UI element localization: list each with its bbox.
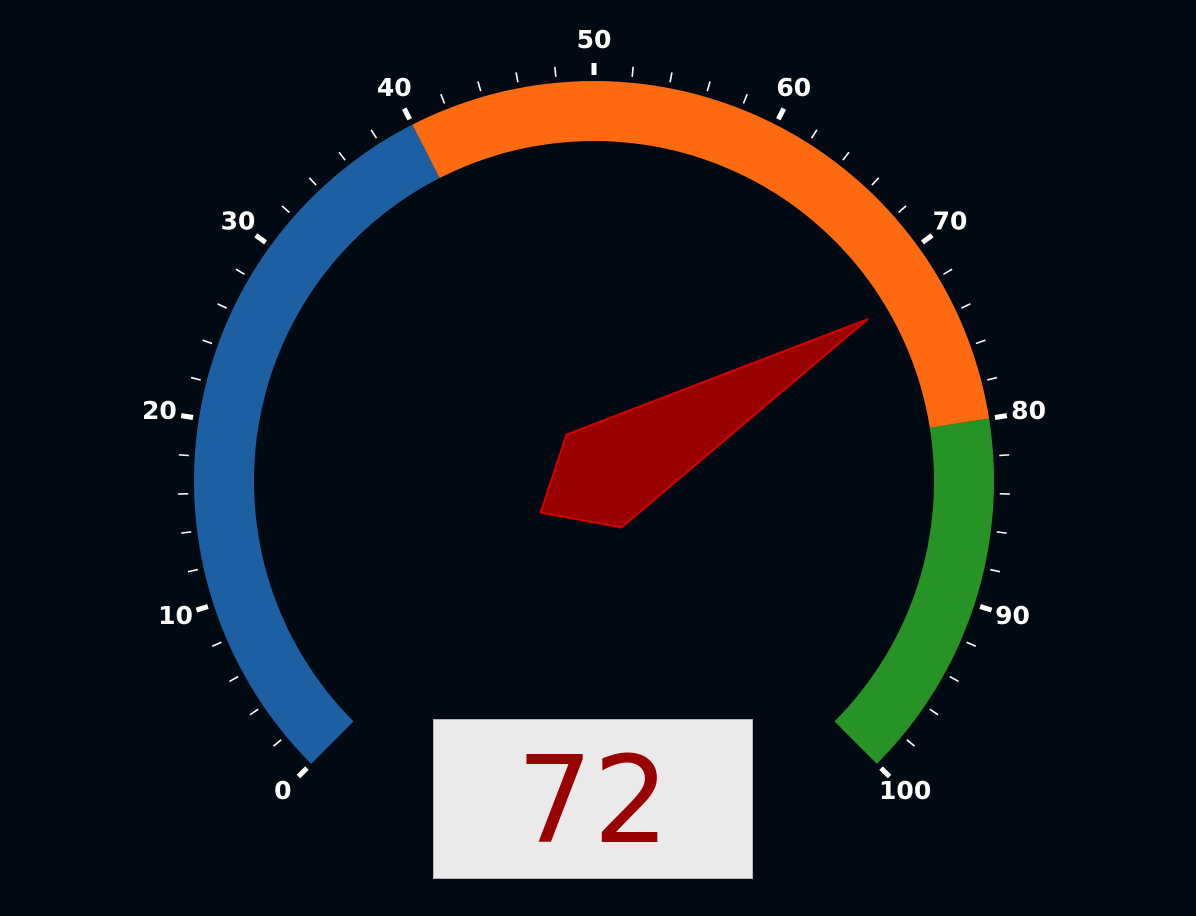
- major-tick-90: [979, 604, 993, 613]
- minor-tick-34: [308, 177, 317, 186]
- minor-tick-72: [943, 268, 953, 276]
- major-tick-40: [402, 107, 412, 121]
- minor-tick-98: [906, 739, 916, 747]
- minor-tick-52: [631, 66, 634, 77]
- tick-label-100: 100: [879, 776, 931, 805]
- gauge-tick-labels: 0 10 20 30 40 50 60 70 80 90 100: [142, 25, 1046, 805]
- major-tick-0: [296, 766, 309, 779]
- gauge-band-3: [834, 418, 994, 764]
- minor-tick-28: [235, 268, 245, 276]
- minor-tick-12: [187, 568, 198, 573]
- major-tick-80: [994, 413, 1008, 420]
- minor-tick-26: [217, 303, 227, 309]
- minor-tick-42: [440, 93, 446, 104]
- tick-label-30: 30: [221, 206, 256, 235]
- minor-tick-66: [871, 177, 880, 186]
- minor-tick-6: [229, 675, 239, 683]
- minor-tick-74: [961, 303, 971, 309]
- minor-tick-92: [966, 641, 977, 647]
- minor-tick-86: [996, 531, 1007, 534]
- tick-label-40: 40: [377, 73, 412, 102]
- tick-label-70: 70: [933, 206, 968, 235]
- minor-tick-36: [338, 151, 346, 161]
- minor-tick-4: [249, 708, 259, 716]
- minor-tick-82: [999, 454, 1010, 457]
- major-tick-30: [254, 233, 268, 245]
- minor-tick-14: [181, 531, 192, 534]
- minor-tick-18: [178, 454, 189, 457]
- value-readout-box: 72: [433, 719, 753, 879]
- minor-tick-2: [272, 739, 282, 747]
- minor-tick-8: [211, 641, 222, 647]
- gauge-band-1: [194, 124, 440, 764]
- minor-tick-46: [515, 72, 519, 83]
- tick-label-80: 80: [1011, 396, 1046, 425]
- gauge-band-2: [412, 81, 990, 428]
- gauge-needle-group: [539, 318, 869, 529]
- tick-label-10: 10: [158, 601, 193, 630]
- minor-tick-68: [898, 205, 907, 214]
- minor-tick-54: [669, 72, 673, 83]
- minor-tick-96: [929, 708, 939, 716]
- major-tick-20: [180, 413, 194, 420]
- gauge-needle: [539, 318, 869, 529]
- minor-tick-88: [990, 568, 1001, 573]
- gauge-ticks: [178, 63, 1010, 779]
- tick-label-50: 50: [577, 25, 612, 54]
- minor-tick-32: [281, 205, 290, 214]
- tick-label-90: 90: [995, 601, 1030, 630]
- minor-tick-22: [190, 376, 201, 381]
- major-tick-70: [920, 233, 934, 245]
- minor-tick-48: [554, 66, 557, 77]
- tick-label-60: 60: [776, 73, 811, 102]
- value-readout: 72: [516, 732, 670, 871]
- major-tick-10: [195, 604, 209, 613]
- minor-tick-64: [842, 151, 850, 161]
- minor-tick-76: [975, 339, 986, 345]
- minor-tick-56: [706, 81, 711, 92]
- tick-label-20: 20: [142, 396, 177, 425]
- minor-tick-78: [987, 376, 998, 381]
- minor-tick-24: [202, 339, 213, 345]
- minor-tick-44: [477, 81, 482, 92]
- tick-label-0: 0: [274, 776, 291, 805]
- major-tick-60: [776, 107, 786, 121]
- major-tick-100: [879, 766, 892, 779]
- gauge-bands: [194, 81, 994, 764]
- minor-tick-58: [742, 93, 748, 104]
- minor-tick-38: [370, 129, 378, 139]
- minor-tick-94: [949, 675, 959, 683]
- minor-tick-62: [810, 129, 818, 139]
